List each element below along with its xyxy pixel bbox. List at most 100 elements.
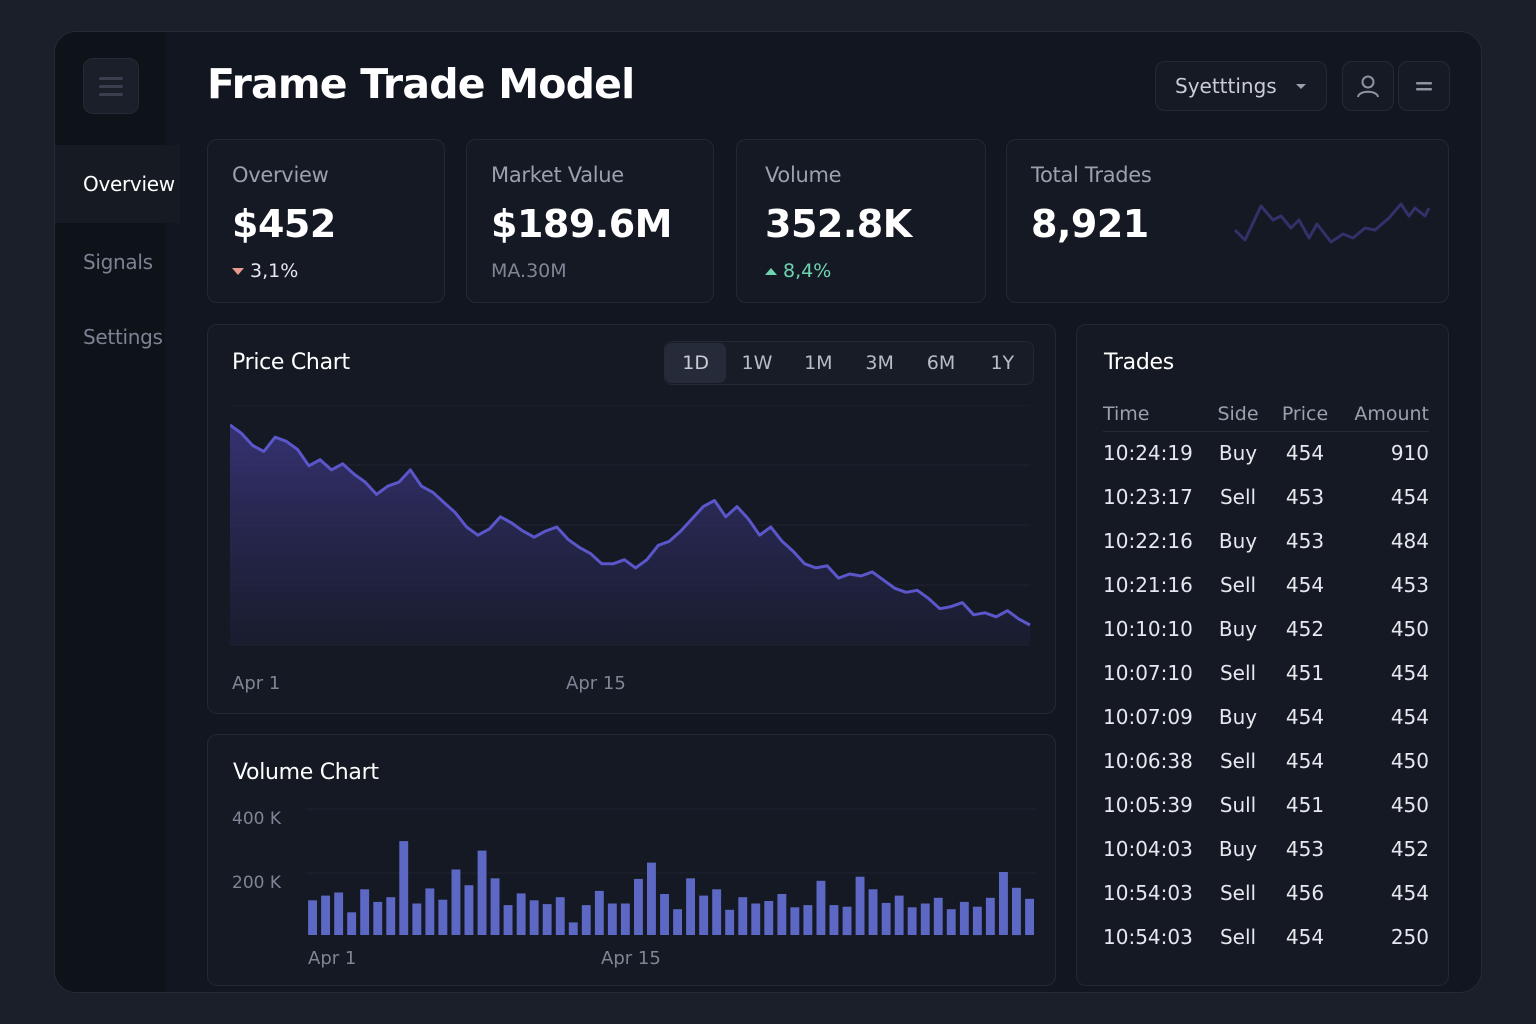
trade-side: Buy <box>1218 529 1258 553</box>
volume-bar <box>725 909 735 935</box>
y-tick-label: 200 K <box>232 873 281 893</box>
trade-price: 456 <box>1285 881 1325 905</box>
trade-price: 453 <box>1285 837 1325 861</box>
range-button-1d[interactable]: 1D <box>665 343 727 383</box>
volume-bar <box>699 895 709 935</box>
price-line <box>230 423 1031 627</box>
trade-amount: 250 <box>1390 925 1429 949</box>
table-row[interactable]: 10:10:10 Buy 452 450 <box>1103 607 1429 651</box>
chevron-down-icon <box>1296 84 1306 89</box>
trades-panel: Trades Time Side Price Amount 10:24:19 Bu… <box>1076 324 1449 986</box>
price-chart-panel: Price Chart 1D 1W 1M 3M 6M 1Y Apr 1 Apr … <box>207 324 1056 714</box>
volume-bar <box>933 897 943 935</box>
volume-bar <box>868 889 878 935</box>
trades-title: Trades <box>1104 350 1174 375</box>
volume-bar <box>620 903 630 935</box>
arrow-up-icon <box>765 267 777 275</box>
trade-side: Sell <box>1219 749 1257 773</box>
trade-price: 454 <box>1285 573 1325 597</box>
user-button[interactable] <box>1342 61 1394 111</box>
trade-amount: 454 <box>1390 705 1429 729</box>
volume-bar <box>1012 887 1021 936</box>
volume-chart-title: Volume Chart <box>233 760 379 785</box>
volume-chart-panel: Volume Chart 400 K 200 K Apr 1 Apr 15 <box>207 734 1056 986</box>
table-row[interactable]: 10:05:39 Sull 451 450 <box>1103 783 1429 827</box>
menu-icon <box>1416 82 1432 91</box>
sidebar-item-settings[interactable]: Settings <box>55 298 180 376</box>
trade-time: 10:24:19 <box>1103 441 1193 466</box>
range-button-1m[interactable]: 1M <box>804 352 833 374</box>
table-row[interactable]: 10:04:03 Buy 453 452 <box>1103 827 1429 871</box>
volume-bar <box>647 862 656 935</box>
table-row[interactable]: 10:06:38 Sell 454 450 <box>1103 739 1429 783</box>
menu-button[interactable] <box>1398 61 1450 111</box>
user-icon <box>1357 75 1379 98</box>
trade-price: 454 <box>1285 441 1325 466</box>
sidebar-item-overview[interactable]: Overview <box>55 145 180 223</box>
table-row[interactable]: 10:21:16 Sell 454 453 <box>1103 563 1429 607</box>
volume-bar <box>555 897 565 935</box>
stat-label: Market Value <box>491 163 624 187</box>
trade-time: 10:06:38 <box>1103 749 1193 773</box>
volume-bar <box>347 912 357 935</box>
trade-price: 451 <box>1285 661 1325 685</box>
settings-dropdown[interactable]: Syetttings <box>1155 61 1327 111</box>
volume-chart <box>306 808 1036 936</box>
volume-bar <box>594 890 604 935</box>
volume-bar <box>751 903 761 935</box>
volume-bar <box>451 869 461 935</box>
column-header-amount: Amount <box>1337 397 1429 432</box>
trade-time: 10:10:10 <box>1103 617 1193 641</box>
volume-bar <box>959 901 969 935</box>
stat-label: Volume <box>765 163 842 187</box>
stat-card-market-value: Market Value $189.6M MA.30M <box>466 139 714 303</box>
range-selector: 1D 1W 1M 3M 6M 1Y <box>664 341 1034 385</box>
sidebar-item-label: Overview <box>83 172 175 196</box>
table-row[interactable]: 10:07:09 Buy 454 454 <box>1103 695 1429 739</box>
volume-bar <box>855 876 865 935</box>
volume-bar <box>881 902 891 935</box>
table-row[interactable]: 10:23:17 Sell 453 454 <box>1103 475 1429 519</box>
trade-amount: 454 <box>1390 485 1429 509</box>
x-tick-label: Apr 15 <box>566 673 626 694</box>
sidebar-item-signals[interactable]: Signals <box>55 223 180 301</box>
trade-side: Sell <box>1219 485 1257 509</box>
trade-price: 454 <box>1285 925 1325 949</box>
trade-price: 454 <box>1285 749 1325 773</box>
stat-value: 352.8K <box>765 202 912 246</box>
volume-bar <box>738 897 748 935</box>
trade-amount: 454 <box>1390 661 1429 685</box>
volume-bar <box>308 900 317 935</box>
table-row[interactable]: 10:07:10 Sell 451 454 <box>1103 651 1429 695</box>
trade-side: Sell <box>1219 661 1257 685</box>
volume-bar <box>581 905 591 935</box>
range-button-6m[interactable]: 6M <box>926 352 956 374</box>
stat-value: $189.6M <box>491 202 672 246</box>
hamburger-button[interactable] <box>83 58 139 114</box>
table-row[interactable]: 10:54:03 Sell 456 454 <box>1103 871 1429 915</box>
volume-bar <box>360 889 370 935</box>
volume-bar <box>516 893 526 935</box>
trade-price: 453 <box>1285 485 1325 509</box>
volume-bar <box>386 897 396 935</box>
range-button-3m[interactable]: 3M <box>865 352 894 374</box>
table-row[interactable]: 10:22:16 Buy 453 484 <box>1103 519 1429 563</box>
trade-amount: 450 <box>1390 749 1429 773</box>
volume-bar <box>660 894 669 935</box>
trade-price: 453 <box>1285 529 1325 553</box>
volume-bar <box>790 907 800 935</box>
stat-card-volume: Volume 352.8K 8,4% <box>736 139 986 303</box>
volume-bar <box>568 922 578 935</box>
table-row[interactable]: 10:54:03 Sell 454 250 <box>1103 915 1429 959</box>
volume-bar <box>503 905 513 935</box>
range-button-1w[interactable]: 1W <box>741 352 773 374</box>
trade-amount: 452 <box>1390 837 1429 861</box>
volume-bar <box>764 901 774 935</box>
trade-time: 10:04:03 <box>1103 837 1193 861</box>
range-button-1y[interactable]: 1Y <box>990 352 1015 374</box>
volume-bar <box>464 885 474 935</box>
volume-bar <box>425 888 435 935</box>
table-row[interactable]: 10:24:19 Buy 454 910 <box>1103 431 1429 475</box>
trade-amount: 484 <box>1390 529 1429 553</box>
trade-amount: 454 <box>1390 881 1429 905</box>
